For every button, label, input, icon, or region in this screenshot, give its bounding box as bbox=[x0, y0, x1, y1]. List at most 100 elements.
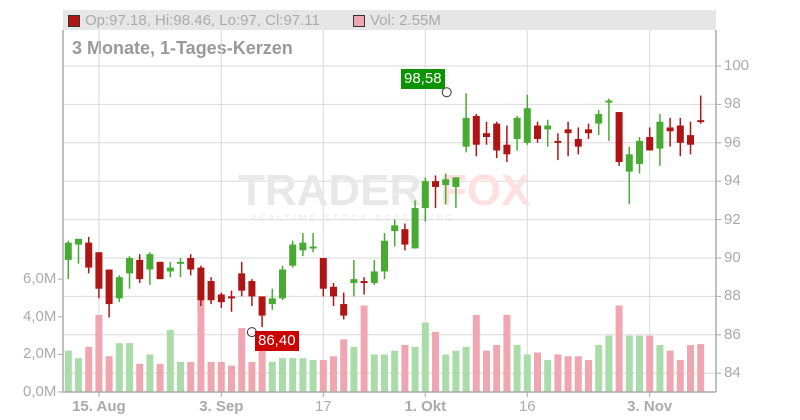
candle[interactable] bbox=[625, 154, 633, 172]
candle[interactable] bbox=[656, 121, 664, 149]
candle[interactable] bbox=[258, 296, 266, 316]
candle[interactable] bbox=[340, 304, 348, 316]
candle[interactable] bbox=[483, 133, 490, 138]
candle[interactable] bbox=[126, 258, 133, 274]
volume-swatch-icon bbox=[353, 14, 365, 27]
date-axis-label: 15. Aug bbox=[72, 398, 126, 415]
volume-bar bbox=[493, 345, 501, 392]
candle[interactable] bbox=[432, 181, 439, 187]
candle[interactable] bbox=[146, 254, 154, 270]
candle[interactable] bbox=[289, 244, 297, 266]
price-axis-label: 92 bbox=[724, 210, 741, 228]
volume-bar bbox=[605, 335, 613, 392]
candle[interactable] bbox=[411, 208, 419, 249]
price-axis-label: 86 bbox=[724, 325, 741, 343]
candle[interactable] bbox=[350, 279, 358, 283]
volume-bar bbox=[95, 314, 103, 392]
candle[interactable] bbox=[503, 144, 511, 155]
candle[interactable] bbox=[156, 261, 164, 280]
volume-bar bbox=[381, 354, 388, 392]
candle[interactable] bbox=[493, 123, 501, 151]
volume-bar bbox=[370, 354, 378, 392]
ohlc-swatch-icon bbox=[68, 14, 80, 27]
candle[interactable] bbox=[585, 129, 592, 134]
candle[interactable] bbox=[462, 117, 470, 147]
candle[interactable] bbox=[115, 277, 123, 299]
candle[interactable] bbox=[177, 261, 184, 264]
candle[interactable] bbox=[636, 140, 643, 164]
volume-bar bbox=[228, 365, 235, 392]
volume-bar bbox=[156, 363, 164, 392]
candle[interactable] bbox=[136, 259, 144, 280]
candle[interactable] bbox=[370, 271, 378, 283]
candle[interactable] bbox=[615, 112, 623, 162]
volume-bar bbox=[146, 354, 154, 392]
candle[interactable] bbox=[279, 269, 286, 299]
candle[interactable] bbox=[687, 135, 694, 145]
volume-bar bbox=[523, 354, 531, 392]
candle[interactable] bbox=[472, 115, 480, 145]
candle[interactable] bbox=[554, 140, 562, 143]
volume-bar bbox=[687, 345, 694, 392]
candle[interactable] bbox=[646, 137, 654, 151]
volume-bar bbox=[421, 322, 429, 392]
legend-ohlc[interactable]: Op:97.18, Hi:98.46, Lo:97, Cl:97.11 bbox=[68, 12, 320, 29]
legend-volume-label: Vol: 2.55M bbox=[370, 12, 441, 29]
candle[interactable] bbox=[248, 281, 256, 297]
candle[interactable] bbox=[401, 229, 409, 245]
candle[interactable] bbox=[95, 252, 103, 289]
volume-axis-label: 0,0M bbox=[23, 383, 57, 400]
legend-volume[interactable]: Vol: 2.55M bbox=[353, 12, 441, 29]
volume-bar bbox=[452, 350, 460, 392]
chart-subtitle: 3 Monate, 1-Tages-Kerzen bbox=[72, 38, 293, 58]
volume-bar bbox=[187, 361, 195, 392]
candle[interactable] bbox=[309, 246, 317, 249]
volume-bar bbox=[411, 346, 419, 392]
volume-bar bbox=[268, 361, 276, 392]
candle[interactable] bbox=[564, 129, 572, 134]
volume-bar bbox=[126, 343, 133, 392]
candle[interactable] bbox=[544, 125, 552, 130]
legend-ohlc-label: Op:97.18, Hi:98.46, Lo:97, Cl:97.11 bbox=[85, 12, 320, 29]
candle[interactable] bbox=[605, 100, 613, 103]
candle[interactable] bbox=[452, 177, 460, 187]
candle[interactable] bbox=[166, 267, 174, 272]
price-axis-label: 90 bbox=[724, 249, 741, 266]
candle[interactable] bbox=[207, 281, 215, 301]
volume-bar bbox=[115, 343, 123, 392]
candle[interactable] bbox=[442, 179, 450, 186]
candle[interactable] bbox=[391, 225, 399, 232]
candle[interactable] bbox=[676, 125, 684, 143]
candle[interactable] bbox=[421, 181, 429, 209]
candle[interactable] bbox=[299, 242, 307, 251]
candle[interactable] bbox=[75, 238, 82, 245]
candle[interactable] bbox=[64, 242, 72, 260]
candle[interactable] bbox=[238, 273, 246, 291]
candle[interactable] bbox=[360, 281, 368, 284]
candle[interactable] bbox=[268, 298, 276, 305]
candle[interactable] bbox=[217, 294, 225, 303]
volume-axis-label: 2,0M bbox=[23, 345, 57, 363]
candle[interactable] bbox=[381, 240, 388, 272]
candle[interactable] bbox=[187, 258, 195, 270]
volume-bar bbox=[503, 314, 511, 392]
candle[interactable] bbox=[330, 286, 337, 297]
candle[interactable] bbox=[534, 125, 541, 139]
candle[interactable] bbox=[319, 258, 327, 289]
candle[interactable] bbox=[513, 117, 521, 139]
volume-bar bbox=[544, 360, 552, 392]
candle[interactable] bbox=[105, 269, 113, 305]
volume-bar bbox=[330, 356, 337, 392]
volume-bar bbox=[166, 329, 174, 392]
candle[interactable] bbox=[523, 108, 531, 143]
candle[interactable] bbox=[228, 296, 235, 299]
candle[interactable] bbox=[595, 114, 603, 124]
candle[interactable] bbox=[85, 242, 93, 268]
candle[interactable] bbox=[666, 127, 674, 132]
candle[interactable] bbox=[197, 267, 205, 301]
candle[interactable] bbox=[574, 138, 582, 147]
volume-bar bbox=[432, 331, 439, 392]
candle[interactable] bbox=[697, 120, 705, 123]
volume-bar bbox=[646, 335, 654, 392]
